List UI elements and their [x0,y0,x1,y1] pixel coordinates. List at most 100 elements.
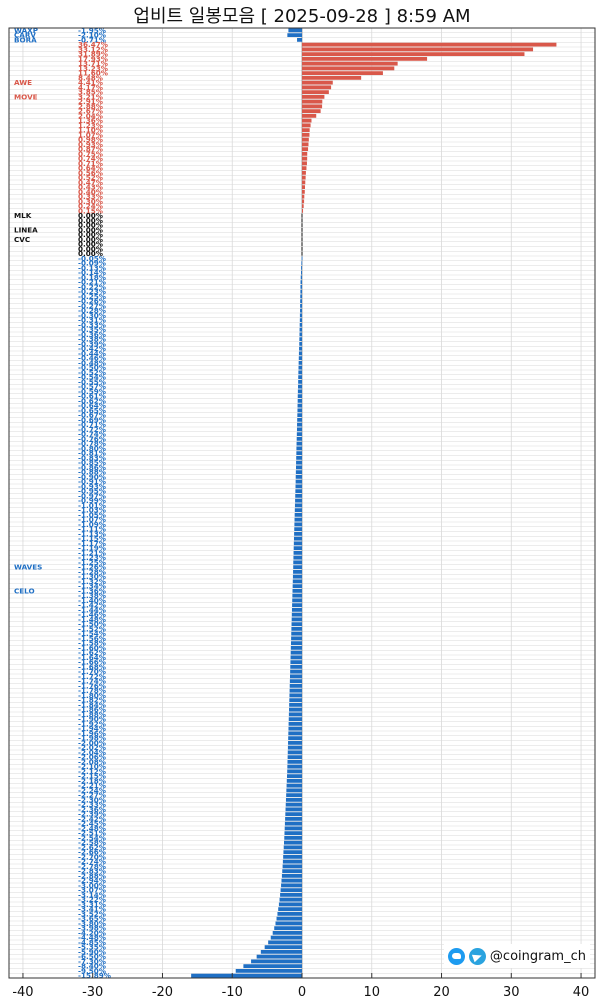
bar [284,821,302,826]
percent-label: -2.51% [78,829,106,838]
ticker-label: LINEA [14,225,38,234]
percent-label: 0.00% [78,235,103,244]
bar [279,897,302,902]
row-labels: WAXP -1.95%CARV -2.10%BORA -0.71%36.47%33.1… [14,26,111,980]
bar [290,674,302,679]
bar [302,175,306,180]
bar [301,246,303,251]
bar [298,356,302,361]
percent-label: -1.56% [78,634,106,643]
percent-label: -1.15% [78,534,106,543]
percent-label: -0.65% [78,406,106,415]
bar [281,878,302,883]
percent-label: 4.17% [78,83,103,92]
bar [281,873,302,878]
percent-label: -0.23% [78,287,106,296]
percent-label: -3.80% [78,919,106,928]
bar [275,921,302,926]
percent-label: -0.35% [78,325,106,334]
bar [298,351,302,356]
percent-label: -1.36% [78,586,106,595]
bar [298,365,302,370]
percent-label: 2.04% [78,111,103,120]
bar [293,550,302,555]
percent-label: -0.59% [78,387,106,396]
bar [302,71,383,76]
bar [293,541,302,546]
bar [294,522,302,527]
bar [302,199,305,204]
bar [287,769,302,774]
percent-label: -0.54% [78,373,106,382]
percent-label: -1.95% [78,26,106,35]
bar [301,227,303,232]
percent-label: -2.06% [78,753,106,762]
bar [300,303,302,308]
percent-label: -0.28% [78,306,106,315]
bar [296,460,302,465]
percent-label: -0.80% [78,444,106,453]
percent-label: -0.27% [78,301,106,310]
x-tick-label: 40 [573,985,590,999]
bar [298,384,302,389]
bar [302,166,307,171]
percent-label: -2.04% [78,748,106,757]
percent-label: -0.50% [78,363,106,372]
bar [292,593,302,598]
bar [278,902,302,907]
bar [301,251,303,256]
percent-label: -2.66% [78,848,106,857]
bar [276,916,302,921]
bar [285,807,302,812]
percent-label: -2.54% [78,833,106,842]
percent-label: -3.00% [78,881,106,890]
percent-label: 2.67% [78,107,103,116]
ticker-label: CVC [14,235,30,244]
percent-label: -0.22% [78,282,106,291]
bar [294,531,302,536]
percent-label: -0.05% [78,254,106,263]
percent-label: 0.30% [78,197,103,206]
bar [284,831,302,836]
percent-label: 31.89% [78,50,108,59]
bar [297,417,302,422]
percent-label: -1.86% [78,705,106,714]
percent-label: -2.42% [78,814,106,823]
percent-label: -3.07% [78,886,106,895]
bar [302,180,306,185]
percent-label: 0.74% [78,154,103,163]
percent-label: -1.42% [78,601,106,610]
percent-label: -0.42% [78,344,106,353]
bar [292,574,302,579]
percent-label: -1.64% [78,653,106,662]
bar [288,736,302,741]
bar [295,479,302,484]
percent-label: -0.88% [78,468,106,477]
percent-label: -0.30% [78,311,106,320]
bar [296,455,302,460]
bar [294,512,302,517]
percent-label: 0.75% [78,149,103,158]
percent-label: -1.96% [78,729,106,738]
percent-label: -1.78% [78,686,106,695]
bar [299,332,302,337]
bar [286,783,302,788]
percent-label: -1.38% [78,591,106,600]
percent-label: -0.85% [78,458,106,467]
percent-label: -0.55% [78,377,106,386]
x-tick-label: 0 [298,985,306,999]
bar [295,493,302,498]
bar [302,85,332,90]
percent-label: 0.52% [78,173,103,182]
bar [295,470,302,475]
percent-label: -1.90% [78,715,106,724]
percent-label: -0.78% [78,439,106,448]
percent-label: 3.85% [78,88,103,97]
ticker-label: WAXP [14,26,38,35]
bar [283,850,302,855]
x-tick-label: 30 [503,985,520,999]
bar [295,474,302,479]
bar [288,721,302,726]
bar [291,612,302,617]
bar [288,731,302,736]
